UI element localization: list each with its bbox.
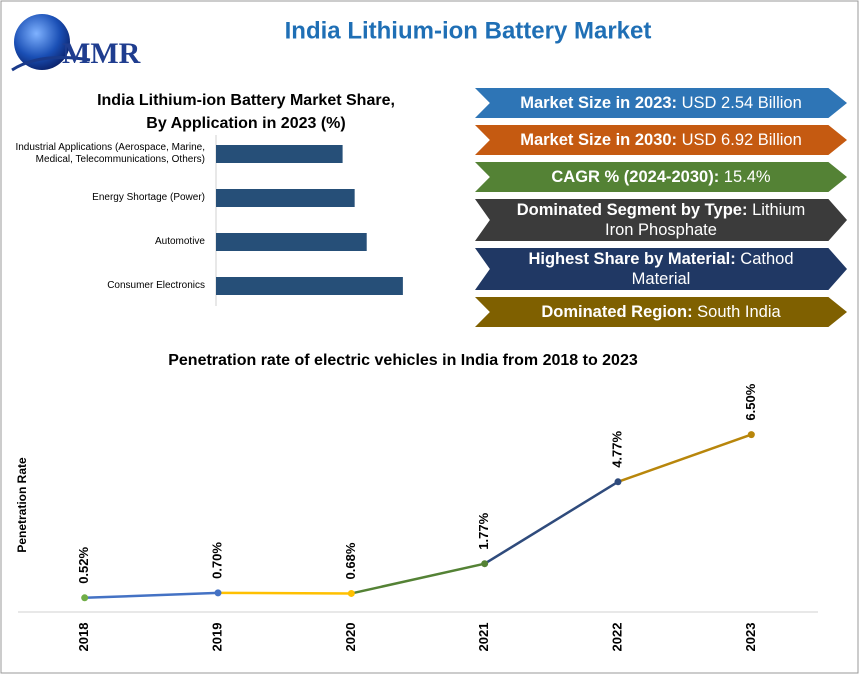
chart-title: By Application in 2023 (%)	[146, 115, 345, 132]
category-label: Automotive	[154, 236, 205, 247]
point	[481, 560, 489, 568]
point	[214, 589, 222, 597]
highlight-text: Market Size in 2030: USD 6.92 Billion	[520, 130, 802, 150]
bar	[216, 277, 403, 295]
x-tick-label: 2020	[343, 623, 358, 652]
x-tick-label: 2023	[743, 623, 758, 652]
highlight-banner: Highest Share by Material: Cathod Materi…	[475, 248, 847, 290]
highlight-banner: Market Size in 2030: USD 6.92 Billion	[475, 125, 847, 155]
highlight-label: Dominated Segment by Type:	[516, 201, 748, 219]
highlight-value: Cathod Material	[631, 250, 794, 288]
highlight-value: USD 6.92 Billion	[681, 131, 802, 149]
x-tick-label: 2018	[76, 623, 91, 652]
point	[614, 478, 622, 486]
category-label: Consumer Electronics	[107, 280, 205, 291]
highlight-text: Dominated Segment by Type: Lithium Iron …	[501, 200, 821, 240]
highlight-value: 15.4%	[723, 168, 771, 186]
chart-title: Penetration rate of electric vehicles in…	[168, 352, 638, 369]
value-label: 0.52%	[76, 547, 91, 584]
chart-title: India Lithium-ion Battery Market Share,	[97, 92, 395, 109]
value-label: 1.77%	[476, 512, 491, 549]
category-label: Industrial Applications (Aerospace, Mari…	[15, 142, 205, 165]
highlight-label: Dominated Region:	[541, 303, 693, 321]
highlight-text: CAGR % (2024-2030): 15.4%	[551, 167, 770, 187]
x-tick-label: 2019	[209, 623, 224, 652]
point	[747, 431, 755, 439]
page-title: India Lithium-ion Battery Market	[285, 17, 652, 44]
highlight-value: USD 2.54 Billion	[681, 94, 802, 112]
highlight-banner: CAGR % (2024-2030): 15.4%	[475, 162, 847, 192]
highlight-label: CAGR % (2024-2030):	[551, 168, 720, 186]
point	[81, 594, 89, 602]
line-segment	[617, 433, 752, 483]
highlight-label: Highest Share by Material:	[528, 250, 736, 268]
line-segment	[84, 591, 219, 600]
logo-text: MMR	[62, 37, 141, 70]
bar	[216, 145, 343, 163]
value-label: 0.70%	[209, 542, 224, 579]
highlight-text: Market Size in 2023: USD 2.54 Billion	[520, 93, 802, 113]
logo-globe	[14, 14, 70, 70]
highlight-banner: Dominated Segment by Type: Lithium Iron …	[475, 199, 847, 241]
highlight-value: South India	[697, 303, 781, 321]
x-tick-label: 2021	[476, 623, 491, 652]
value-label: 4.77%	[609, 431, 624, 468]
line-segment	[351, 562, 485, 595]
point	[347, 589, 355, 597]
highlight-text: Dominated Region: South India	[541, 302, 780, 322]
highlight-label: Market Size in 2023:	[520, 94, 678, 112]
highlight-banner: Market Size in 2023: USD 2.54 Billion	[475, 88, 847, 118]
value-label: 0.68%	[343, 542, 358, 579]
highlight-text: Highest Share by Material: Cathod Materi…	[501, 249, 821, 289]
x-tick-label: 2022	[609, 623, 624, 652]
highlight-value: Lithium Iron Phosphate	[605, 201, 806, 239]
highlight-label: Market Size in 2030:	[520, 131, 678, 149]
highlight-banner: Dominated Region: South India	[475, 297, 847, 327]
line-segment	[484, 480, 619, 565]
value-label: 6.50%	[743, 383, 758, 420]
bar	[216, 189, 355, 207]
category-label: Energy Shortage (Power)	[92, 192, 205, 203]
y-axis-label: Penetration Rate	[15, 457, 29, 553]
logo-swoosh	[11, 56, 91, 72]
bar	[216, 233, 367, 251]
line-segment	[217, 591, 352, 595]
